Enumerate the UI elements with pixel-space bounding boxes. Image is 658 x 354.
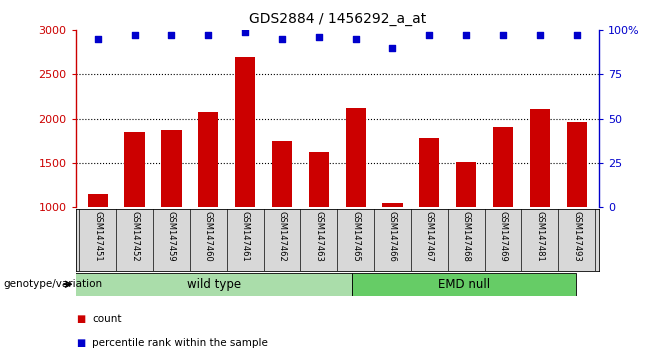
Text: GSM147467: GSM147467 <box>425 211 434 262</box>
Bar <box>345 108 366 207</box>
Text: GSM147481: GSM147481 <box>536 211 544 262</box>
Bar <box>198 112 218 207</box>
Point <box>387 45 397 51</box>
Text: GSM147461: GSM147461 <box>241 211 249 262</box>
Text: EMD null: EMD null <box>438 278 490 291</box>
Text: ■: ■ <box>76 314 85 324</box>
Title: GDS2884 / 1456292_a_at: GDS2884 / 1456292_a_at <box>249 12 426 26</box>
Point <box>571 33 582 38</box>
Bar <box>456 162 476 207</box>
Bar <box>235 57 255 207</box>
Bar <box>272 141 292 207</box>
Text: GSM147460: GSM147460 <box>204 211 213 262</box>
Text: genotype/variation: genotype/variation <box>3 279 103 289</box>
Point <box>166 33 177 38</box>
Bar <box>419 138 440 207</box>
Text: count: count <box>92 314 122 324</box>
Point <box>424 33 434 38</box>
Point <box>240 29 251 35</box>
Point <box>130 33 140 38</box>
Point <box>277 36 288 42</box>
Text: GSM147451: GSM147451 <box>93 211 102 261</box>
Text: GSM147462: GSM147462 <box>278 211 286 262</box>
Point <box>534 33 545 38</box>
Text: GSM147493: GSM147493 <box>572 211 581 262</box>
Bar <box>493 127 513 207</box>
Text: GSM147459: GSM147459 <box>167 211 176 261</box>
Bar <box>88 194 108 207</box>
Bar <box>124 132 145 207</box>
Point <box>314 34 324 40</box>
Point <box>350 36 361 42</box>
Text: GSM147463: GSM147463 <box>315 211 323 262</box>
Text: percentile rank within the sample: percentile rank within the sample <box>92 338 268 348</box>
Bar <box>53 273 352 296</box>
Text: GSM147468: GSM147468 <box>462 211 470 262</box>
Bar <box>567 122 587 207</box>
Bar <box>530 109 550 207</box>
Point <box>461 33 471 38</box>
Text: GSM147469: GSM147469 <box>499 211 507 262</box>
Bar <box>352 273 576 296</box>
Point <box>203 33 214 38</box>
Text: wild type: wild type <box>187 278 241 291</box>
Text: ■: ■ <box>76 338 85 348</box>
Bar <box>382 202 403 207</box>
Point <box>93 36 103 42</box>
Bar <box>161 130 182 207</box>
Bar <box>309 152 329 207</box>
Text: GSM147465: GSM147465 <box>351 211 360 262</box>
Text: GSM147466: GSM147466 <box>388 211 397 262</box>
Text: GSM147452: GSM147452 <box>130 211 139 261</box>
Point <box>497 33 508 38</box>
